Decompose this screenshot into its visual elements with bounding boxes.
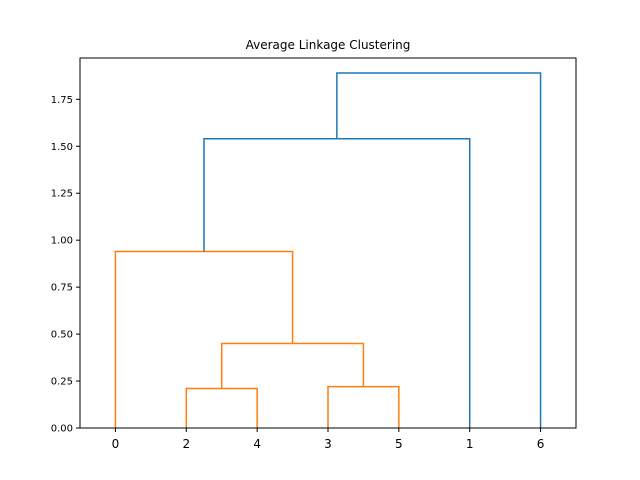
dendrogram-link-6 — [336, 72, 542, 428]
dendrogram-links — [114, 72, 542, 428]
dendrogram-link-1 — [185, 387, 258, 428]
dendrogram-link-4 — [114, 250, 294, 428]
y-axis: 0.00 0.25 0.50 0.75 1.00 1.25 1.50 1.75 — [51, 95, 80, 435]
y-tick-label: 1.00 — [51, 236, 73, 247]
x-axis: 0 2 4 3 5 1 6 — [112, 428, 545, 451]
dendrogram-link-2 — [327, 385, 400, 428]
x-tick-label: 1 — [466, 437, 474, 451]
x-tick-label: 0 — [112, 437, 120, 451]
x-tick-label: 6 — [537, 437, 545, 451]
y-tick-label: 0.00 — [51, 424, 73, 435]
plot-frame — [79, 57, 577, 429]
chart-title: Average Linkage Clustering — [246, 38, 411, 52]
dendrogram-link-3 — [220, 342, 365, 389]
x-tick-label: 5 — [395, 437, 403, 451]
y-tick-label: 0.50 — [51, 330, 73, 341]
y-tick-label: 0.75 — [51, 283, 73, 294]
x-tick-label: 2 — [182, 437, 190, 451]
y-tick-label: 1.25 — [51, 189, 73, 200]
dendrogram-link-5 — [203, 138, 471, 428]
x-tick-label: 3 — [324, 437, 332, 451]
y-tick-label: 1.50 — [51, 142, 73, 153]
y-tick-label: 1.75 — [51, 95, 73, 106]
x-tick-label: 4 — [253, 437, 261, 451]
y-tick-label: 0.25 — [51, 377, 73, 388]
